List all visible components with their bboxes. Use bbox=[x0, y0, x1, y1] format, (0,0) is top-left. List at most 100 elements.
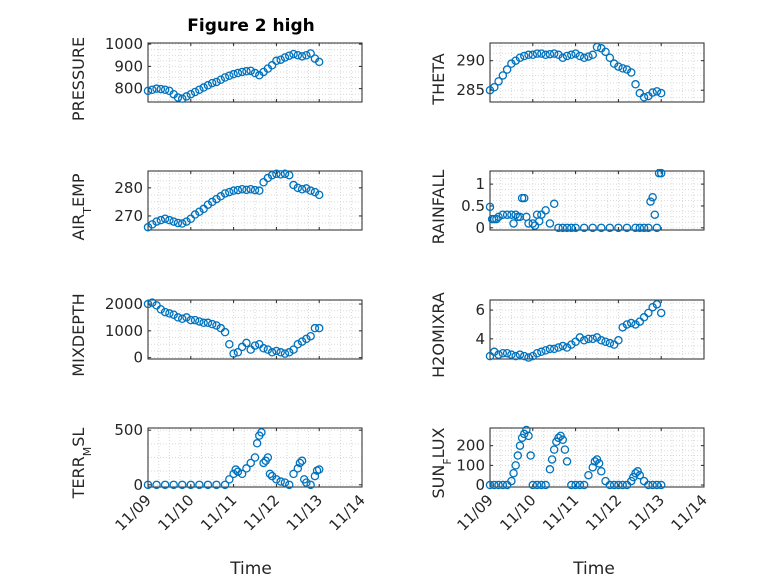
data-point bbox=[485, 480, 495, 490]
data-point bbox=[562, 223, 572, 233]
data-point bbox=[297, 337, 307, 346]
data-point bbox=[229, 69, 238, 79]
data-point bbox=[519, 193, 529, 203]
data-point bbox=[160, 480, 170, 490]
data-point bbox=[186, 315, 196, 325]
data-point bbox=[490, 480, 499, 490]
data-point bbox=[293, 183, 303, 193]
data-point bbox=[314, 323, 324, 333]
data-point bbox=[225, 71, 234, 80]
y-axis-label: THETA bbox=[429, 53, 448, 105]
data-point bbox=[648, 88, 657, 97]
data-point bbox=[515, 441, 525, 450]
y-axis-label: SUNFLUX bbox=[429, 427, 454, 498]
data-point bbox=[199, 204, 208, 214]
data-point bbox=[297, 185, 307, 194]
data-point bbox=[143, 222, 153, 232]
data-point bbox=[537, 210, 546, 219]
data-point bbox=[502, 348, 512, 358]
data-point bbox=[199, 318, 208, 328]
y-tick-label: 1 bbox=[475, 175, 485, 193]
data-point bbox=[250, 185, 260, 195]
y-axis-label: TERRMSL bbox=[69, 428, 94, 500]
data-point bbox=[173, 313, 183, 322]
data-point bbox=[267, 348, 277, 357]
y-tick-label: 900 bbox=[114, 57, 143, 75]
data-point bbox=[207, 197, 217, 207]
data-point bbox=[173, 93, 183, 102]
data-point bbox=[203, 81, 213, 90]
data-point bbox=[545, 344, 555, 354]
data-point bbox=[558, 341, 568, 351]
data-point bbox=[152, 217, 161, 226]
data-point bbox=[579, 53, 589, 63]
data-point bbox=[276, 348, 285, 357]
data-point bbox=[148, 220, 157, 229]
data-point bbox=[631, 468, 640, 478]
data-point bbox=[250, 341, 260, 350]
y-tick-label: 290 bbox=[456, 52, 485, 70]
data-point bbox=[498, 210, 508, 219]
data-point bbox=[614, 62, 623, 71]
y-tick-label: 500 bbox=[114, 421, 143, 439]
axes-box bbox=[489, 170, 705, 231]
data-point bbox=[156, 305, 166, 314]
data-point bbox=[652, 480, 662, 490]
data-point bbox=[195, 480, 204, 490]
data-point bbox=[237, 342, 247, 352]
data-point bbox=[656, 308, 666, 318]
data-point bbox=[618, 64, 627, 73]
data-point bbox=[165, 309, 174, 318]
data-point bbox=[242, 185, 251, 195]
data-point bbox=[289, 345, 298, 354]
x-tick-label: 11/10 bbox=[496, 491, 539, 534]
data-point bbox=[302, 334, 311, 344]
data-point bbox=[302, 184, 311, 193]
data-point bbox=[297, 456, 307, 466]
data-point bbox=[252, 439, 262, 448]
data-point bbox=[229, 349, 238, 358]
data-point bbox=[597, 223, 606, 233]
subplot-mixdepth: 0 1000 2000 MIXDEPTH bbox=[69, 293, 363, 377]
data-point bbox=[631, 320, 640, 329]
data-point bbox=[490, 347, 499, 357]
x-tick-label: 11/14 bbox=[326, 491, 369, 534]
data-point bbox=[575, 333, 585, 342]
data-point bbox=[494, 350, 503, 359]
data-point bbox=[652, 300, 662, 309]
data-point bbox=[601, 476, 610, 486]
data-point bbox=[148, 298, 157, 307]
data-point bbox=[225, 187, 234, 197]
y-tick-label: 0 bbox=[475, 219, 485, 237]
data-point bbox=[622, 223, 632, 233]
data-point bbox=[605, 480, 615, 490]
y-tick-label: 0 bbox=[475, 476, 485, 494]
data-point bbox=[284, 51, 294, 60]
data-point bbox=[302, 478, 311, 487]
data-point bbox=[216, 192, 226, 201]
data-point bbox=[519, 51, 529, 61]
data-point bbox=[177, 480, 187, 490]
data-point bbox=[575, 51, 585, 61]
data-point bbox=[562, 457, 572, 466]
data-point bbox=[502, 210, 512, 219]
data-point bbox=[255, 186, 264, 195]
y-tick-label: 2000 bbox=[105, 295, 143, 313]
data-point bbox=[567, 50, 576, 60]
data-point bbox=[237, 67, 247, 77]
data-point bbox=[575, 480, 585, 490]
data-point bbox=[246, 345, 255, 354]
data-point bbox=[220, 73, 230, 82]
data-point bbox=[195, 317, 204, 326]
data-point bbox=[177, 94, 187, 103]
data-point bbox=[212, 321, 221, 330]
data-point bbox=[246, 185, 255, 194]
data-point bbox=[314, 190, 324, 200]
data-point bbox=[605, 223, 615, 233]
data-point bbox=[537, 49, 546, 58]
data-point bbox=[526, 451, 535, 460]
y-tick-label: 100 bbox=[456, 456, 485, 474]
data-point bbox=[272, 346, 281, 356]
data-point bbox=[231, 465, 240, 474]
